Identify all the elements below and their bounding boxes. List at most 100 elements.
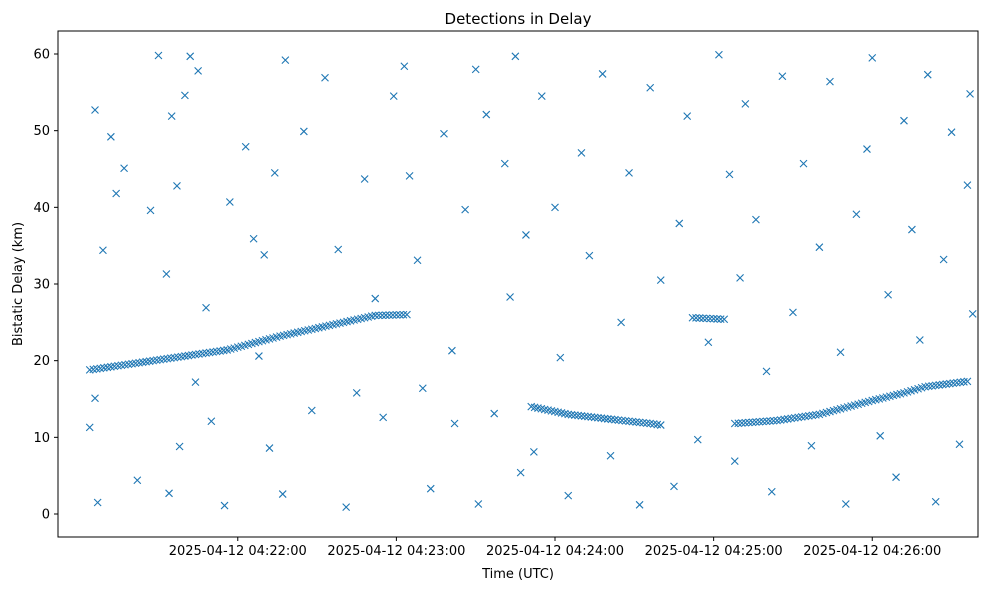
data-point — [868, 53, 877, 62]
data-point — [617, 318, 625, 327]
data-point — [537, 92, 546, 101]
x-tick-label: 2025-04-12 04:26:00 — [803, 544, 941, 559]
data-point — [939, 255, 948, 264]
x-tick-label: 2025-04-12 04:22:00 — [169, 544, 307, 559]
data-point — [778, 72, 787, 81]
data-point — [418, 384, 427, 393]
scatter-markers — [85, 50, 977, 511]
data-point — [704, 338, 713, 347]
data-point — [106, 132, 115, 141]
data-point — [207, 417, 216, 426]
data-point — [931, 497, 940, 506]
data-point — [799, 159, 808, 168]
track-point — [570, 411, 579, 419]
data-point — [900, 116, 908, 125]
data-point — [670, 482, 678, 491]
data-point — [852, 210, 861, 219]
track-point — [695, 314, 704, 322]
track-point — [769, 416, 778, 425]
x-tick-label: 2025-04-12 04:24:00 — [486, 544, 624, 559]
data-point — [270, 168, 279, 177]
data-point — [923, 70, 932, 79]
data-point — [741, 99, 750, 108]
track-point — [692, 314, 700, 322]
data-point — [265, 444, 274, 452]
data-point — [154, 51, 163, 60]
data-point — [220, 501, 229, 510]
y-tick-label: 50 — [33, 124, 50, 139]
data-point — [736, 273, 744, 282]
track-point — [737, 419, 746, 427]
data-point — [405, 172, 414, 180]
data-point — [249, 234, 258, 243]
track-point — [590, 413, 599, 422]
track-point — [378, 311, 387, 320]
data-point — [693, 435, 702, 444]
data-point — [461, 205, 470, 214]
data-point — [683, 112, 692, 120]
data-point — [506, 293, 514, 301]
data-point — [260, 250, 269, 259]
data-point — [863, 145, 871, 153]
y-axis-label: Bistatic Delay (km) — [11, 222, 26, 346]
data-point — [908, 225, 916, 234]
data-point — [91, 106, 99, 114]
data-point — [752, 215, 760, 224]
plot-frame — [57, 30, 979, 538]
data-point — [646, 83, 655, 92]
track-point — [399, 310, 408, 319]
data-point — [448, 346, 456, 355]
track-point — [713, 315, 722, 323]
data-point — [836, 348, 845, 357]
track-point — [385, 311, 394, 319]
y-tick-label: 20 — [33, 354, 50, 369]
data-point — [767, 487, 776, 496]
data-point — [371, 294, 380, 303]
data-point — [585, 251, 594, 260]
data-point — [715, 50, 723, 59]
data-point — [474, 500, 483, 508]
data-point — [426, 484, 435, 493]
data-point — [194, 66, 203, 75]
data-point — [133, 476, 142, 485]
data-point — [225, 198, 234, 206]
data-point — [379, 413, 388, 422]
data-point — [955, 440, 964, 449]
data-point — [191, 378, 200, 387]
track-point — [688, 313, 697, 322]
data-point — [529, 448, 538, 456]
track-point — [734, 419, 743, 428]
data-point — [511, 52, 520, 61]
track-point — [656, 421, 665, 429]
data-point — [915, 336, 924, 344]
data-point — [307, 406, 316, 415]
data-point — [360, 175, 369, 183]
track-point — [720, 315, 729, 324]
data-point — [789, 308, 797, 317]
data-point — [490, 409, 499, 418]
data-point — [656, 276, 665, 285]
data-point — [471, 65, 480, 74]
y-tick-label: 40 — [33, 201, 50, 216]
track-point — [755, 417, 764, 426]
track-point — [762, 417, 771, 426]
track-point — [759, 417, 767, 426]
data-point — [93, 498, 102, 507]
data-point — [165, 489, 173, 498]
data-point — [146, 206, 155, 215]
data-point — [807, 441, 816, 450]
data-point — [99, 246, 107, 255]
track-point — [702, 314, 711, 323]
y-tick-label: 0 — [42, 508, 50, 523]
data-point — [598, 70, 607, 78]
track-point — [584, 412, 592, 421]
data-point — [966, 89, 974, 98]
data-point — [556, 353, 565, 362]
data-point — [500, 159, 509, 168]
data-point — [841, 500, 850, 508]
data-point — [440, 129, 448, 138]
data-point — [522, 231, 530, 239]
data-point — [181, 91, 189, 100]
chart-title: Detections in Delay — [445, 10, 592, 28]
